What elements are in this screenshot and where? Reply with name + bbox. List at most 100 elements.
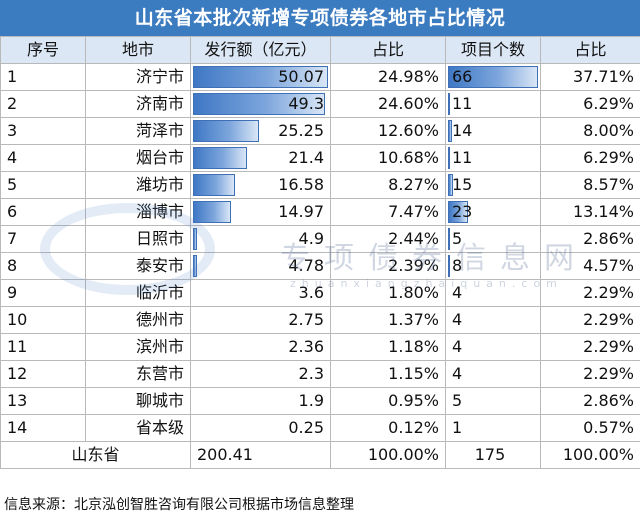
cell-amount-share-text: 1.37% xyxy=(388,310,439,329)
cell-project-count: 23 xyxy=(445,198,541,226)
cell-amount: 25.25 xyxy=(190,117,331,145)
cell-city-text: 菏泽市 xyxy=(135,121,184,140)
cell-index: 7 xyxy=(0,225,86,253)
cell-amount-share-text: 0.12% xyxy=(388,418,439,437)
cell-amount-share: 24.98% xyxy=(330,63,446,91)
cell-index-text: 1 xyxy=(7,67,18,86)
cell-index: 12 xyxy=(0,360,86,388)
cell-city: 省本级 xyxy=(85,414,191,442)
data-bar xyxy=(448,66,538,88)
total-amount-share: 100.00% xyxy=(330,441,446,469)
cell-amount-share: 2.44% xyxy=(330,225,446,253)
cell-city: 泰安市 xyxy=(85,252,191,280)
cell-amount-text: 2.75 xyxy=(288,310,324,329)
cell-project-count-text: 4 xyxy=(452,364,463,383)
cell-amount-text: 21.4 xyxy=(288,148,324,167)
cell-amount-text: 50.07 xyxy=(278,67,324,86)
table-row: 2 济南市 49.3 24.60% 11 6.29% xyxy=(0,90,640,118)
cell-city: 德州市 xyxy=(85,306,191,334)
cell-index-text: 7 xyxy=(7,229,18,248)
cell-index-text: 3 xyxy=(7,121,18,140)
cell-amount-share-text: 24.98% xyxy=(377,67,439,86)
page-title: 山东省本批次新增专项债券各地市占比情况 xyxy=(0,0,640,36)
cell-city: 菏泽市 xyxy=(85,117,191,145)
cell-project-count: 1 xyxy=(445,414,541,442)
data-bar xyxy=(448,174,454,196)
cell-count-share-text: 2.86% xyxy=(583,229,634,248)
data-bar xyxy=(448,228,450,250)
cell-project-count-text: 23 xyxy=(452,202,473,221)
cell-project-count-text: 4 xyxy=(452,310,463,329)
cell-project-count: 4 xyxy=(445,333,541,361)
data-bar xyxy=(193,120,259,142)
cell-index: 3 xyxy=(0,117,86,145)
cell-count-share-text: 6.29% xyxy=(583,148,634,167)
cell-amount: 2.36 xyxy=(190,333,331,361)
column-header-index: 序号 xyxy=(0,36,86,64)
total-row: 山东省 200.41 100.00% 175 100.00% xyxy=(0,441,640,469)
cell-index-text: 12 xyxy=(7,364,28,383)
cell-amount-share: 0.12% xyxy=(330,414,446,442)
cell-project-count-text: 11 xyxy=(452,94,473,113)
cell-city-text: 滨州市 xyxy=(135,337,184,356)
cell-project-count: 4 xyxy=(445,360,541,388)
bond-table: 序号 地市 发行额（亿元） 占比 项目个数 占比 1 济宁市 50.07 24.98%… xyxy=(0,36,640,469)
cell-amount-share: 1.15% xyxy=(330,360,446,388)
cell-index-text: 14 xyxy=(7,418,28,437)
data-bar xyxy=(193,255,198,277)
cell-city-text: 东营市 xyxy=(135,364,184,383)
cell-count-share: 0.57% xyxy=(540,414,640,442)
cell-count-share-text: 2.29% xyxy=(583,364,634,383)
table-row: 4 烟台市 21.4 10.68% 11 6.29% xyxy=(0,144,640,172)
cell-index: 4 xyxy=(0,144,86,172)
cell-city: 潍坊市 xyxy=(85,171,191,199)
cell-amount-share-text: 2.44% xyxy=(388,229,439,248)
cell-amount-share: 1.37% xyxy=(330,306,446,334)
cell-index: 9 xyxy=(0,279,86,307)
cell-amount-share-text: 2.39% xyxy=(388,256,439,275)
cell-index-text: 9 xyxy=(7,283,18,302)
cell-project-count: 5 xyxy=(445,225,541,253)
table-row: 13 聊城市 1.9 0.95% 5 2.86% xyxy=(0,387,640,415)
data-bar xyxy=(193,147,248,169)
cell-project-count-text: 8 xyxy=(452,256,463,275)
cell-amount: 16.58 xyxy=(190,171,331,199)
table-row: 11 滨州市 2.36 1.18% 4 2.29% xyxy=(0,333,640,361)
cell-index-text: 4 xyxy=(7,148,18,167)
cell-project-count: 5 xyxy=(445,387,541,415)
cell-index: 8 xyxy=(0,252,86,280)
cell-amount-text: 1.9 xyxy=(298,391,324,410)
cell-index: 13 xyxy=(0,387,86,415)
total-amount: 200.41 xyxy=(190,441,331,469)
cell-amount-text: 4.9 xyxy=(298,229,324,248)
total-amount-share-text: 100.00% xyxy=(367,445,439,464)
cell-project-count-text: 66 xyxy=(452,67,473,86)
cell-amount-share-text: 10.68% xyxy=(377,148,439,167)
data-bar xyxy=(193,228,198,250)
cell-index: 14 xyxy=(0,414,86,442)
cell-city-text: 泰安市 xyxy=(135,256,184,275)
cell-project-count-text: 4 xyxy=(452,283,463,302)
cell-count-share: 2.29% xyxy=(540,333,640,361)
data-bar xyxy=(448,120,453,142)
cell-index-text: 2 xyxy=(7,94,18,113)
cell-amount-share-text: 7.47% xyxy=(388,202,439,221)
cell-index: 2 xyxy=(0,90,86,118)
table-row: 8 泰安市 4.78 2.39% 8 4.57% xyxy=(0,252,640,280)
column-header-city: 地市 xyxy=(85,36,191,64)
cell-amount: 0.25 xyxy=(190,414,331,442)
cell-city: 日照市 xyxy=(85,225,191,253)
cell-count-share-text: 6.29% xyxy=(583,94,634,113)
cell-amount-share: 10.68% xyxy=(330,144,446,172)
cell-amount-text: 14.97 xyxy=(278,202,324,221)
cell-city: 临沂市 xyxy=(85,279,191,307)
column-header-amount: 发行额（亿元） xyxy=(190,36,331,64)
cell-amount: 2.3 xyxy=(190,360,331,388)
cell-count-share: 8.00% xyxy=(540,117,640,145)
cell-amount-share: 1.18% xyxy=(330,333,446,361)
data-bar xyxy=(193,201,231,223)
cell-city-text: 济南市 xyxy=(135,94,184,113)
cell-amount-text: 49.3 xyxy=(288,94,324,113)
cell-count-share: 13.14% xyxy=(540,198,640,226)
cell-amount-text: 2.3 xyxy=(298,364,324,383)
